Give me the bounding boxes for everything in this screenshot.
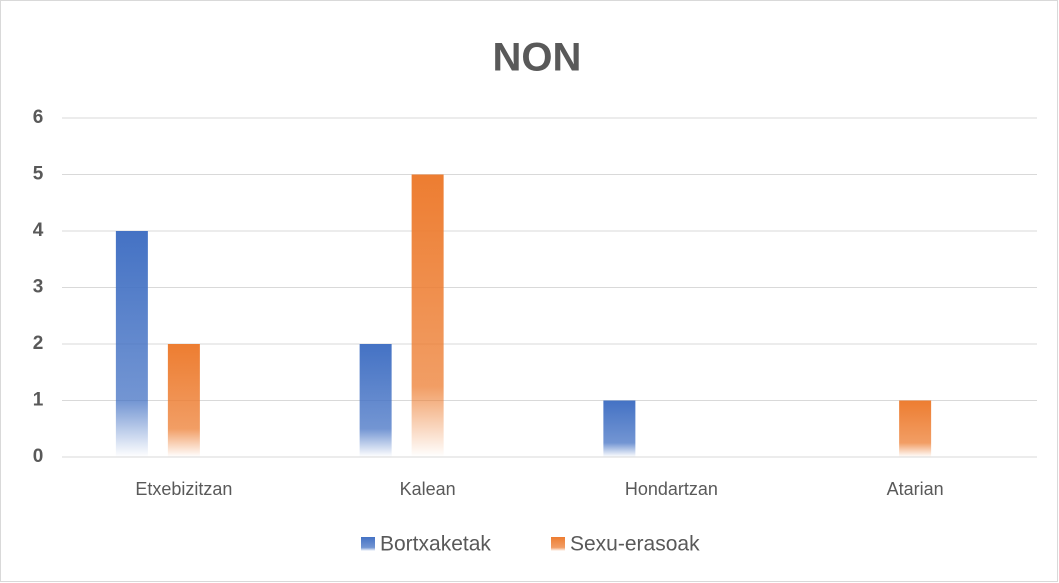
legend-swatch <box>361 537 375 551</box>
y-tick-label: 2 <box>33 333 44 354</box>
y-tick-label: 4 <box>33 220 44 241</box>
y-tick-label: 6 <box>33 107 44 128</box>
bar <box>603 400 636 457</box>
y-tick-label: 0 <box>33 446 44 467</box>
legend-label: Bortxaketak <box>380 533 491 556</box>
bar <box>167 344 200 457</box>
bar <box>115 231 148 457</box>
y-tick-label: 1 <box>33 390 44 411</box>
bar <box>899 400 932 457</box>
bar <box>359 344 392 457</box>
legend-label: Sexu-erasoak <box>570 533 700 556</box>
x-tick-label: Etxebizitzan <box>135 479 232 499</box>
y-tick-label: 3 <box>33 277 44 298</box>
y-tick-label: 5 <box>33 164 44 185</box>
bar <box>411 174 444 457</box>
legend-swatch <box>551 537 565 551</box>
x-tick-label: Atarian <box>887 479 944 499</box>
x-tick-label: Hondartzan <box>625 479 718 499</box>
x-tick-label: Kalean <box>400 479 456 499</box>
chart-title: NON <box>493 36 582 80</box>
